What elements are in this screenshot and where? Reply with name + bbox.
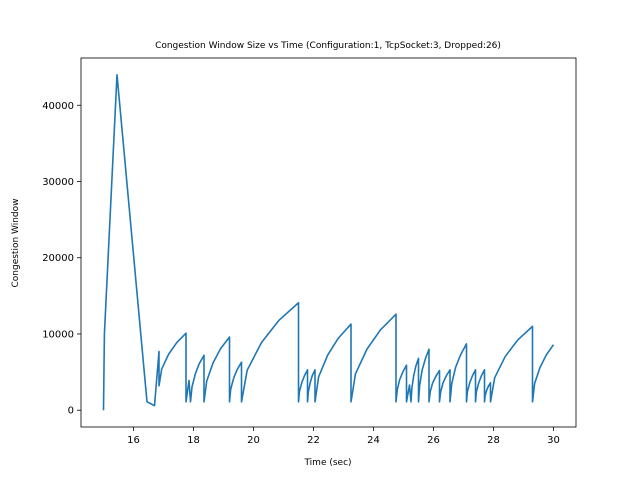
y-tick-label: 0 <box>68 406 74 417</box>
data-line <box>102 73 555 411</box>
plot-frame <box>80 57 577 428</box>
y-axis-label: Congestion Window <box>11 198 21 287</box>
x-tick-label: 30 <box>547 435 560 446</box>
y-tick-label: 20000 <box>42 253 74 264</box>
x-tick-label: 24 <box>367 435 380 446</box>
x-tick-label: 20 <box>247 435 260 446</box>
x-tick-label: 18 <box>187 435 200 446</box>
y-tick-label: 40000 <box>42 101 74 112</box>
x-tick-label: 28 <box>487 435 500 446</box>
y-tick-label: 30000 <box>42 177 74 188</box>
x-tick-label: 22 <box>307 435 320 446</box>
x-tick-label: 26 <box>427 435 440 446</box>
x-tick-label: 16 <box>127 435 140 446</box>
y-tick-label: 10000 <box>42 329 74 340</box>
x-axis-label: Time (sec) <box>303 458 351 468</box>
chart-title: Congestion Window Size vs Time (Configur… <box>155 41 501 51</box>
